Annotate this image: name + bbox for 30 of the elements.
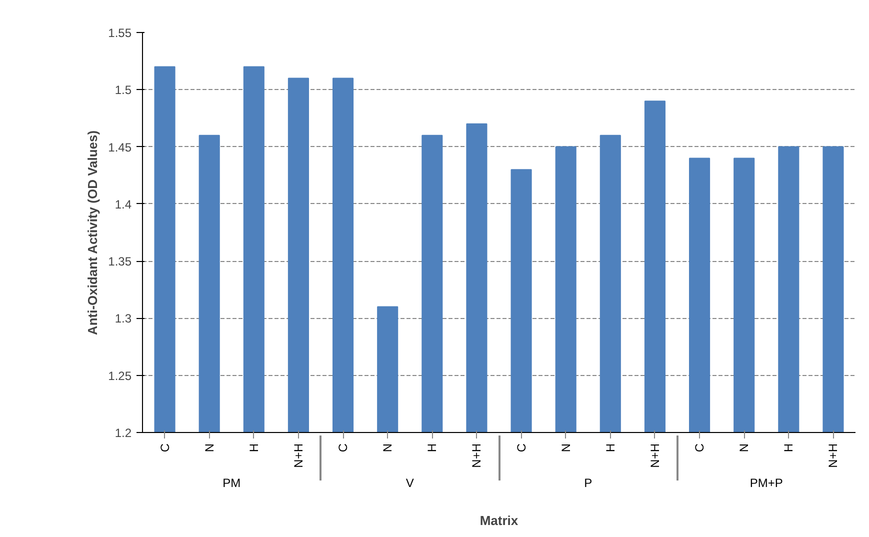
text: PM [222,476,241,490]
x-tick-label: C [336,443,350,452]
x-tick-label: N+H [826,443,840,468]
y-tick-label: 1.3 [114,312,132,326]
x-tick-label: H [246,443,261,452]
x-tick-label: N [737,443,752,452]
x-tick-label: C [158,443,172,452]
y-tick-label: 1.45 [108,140,132,154]
y-tick-label: 1.4 [114,197,132,212]
x-tick-label: C [692,443,707,452]
x-tick-label: N [202,443,216,452]
y-tick-label: 1.2 [114,426,132,440]
y-tick-label: 1.25 [108,368,132,383]
text: V [406,476,414,490]
y-tick-label: 1.5 [114,83,132,98]
x-tick-label: H [782,443,796,452]
x-tick-label: N [380,443,395,452]
y-tick-label: 1.55 [108,26,132,40]
text: PM+P [750,476,783,490]
x-tick-label: N [558,443,573,452]
x-tick-label: C [514,443,528,452]
x-tick-label: N+H [470,443,484,468]
x-axis-title: Matrix [480,512,519,528]
x-tick-label: H [603,443,618,452]
x-tick-label: H [425,443,440,452]
text: P [584,476,592,490]
x-tick-label: N+H [291,443,306,468]
x-tick-label: N+H [648,443,662,468]
y-tick-label: 1.35 [108,254,132,269]
y-axis-title: Anti-Oxidant Activity (OD Values) [85,130,100,336]
